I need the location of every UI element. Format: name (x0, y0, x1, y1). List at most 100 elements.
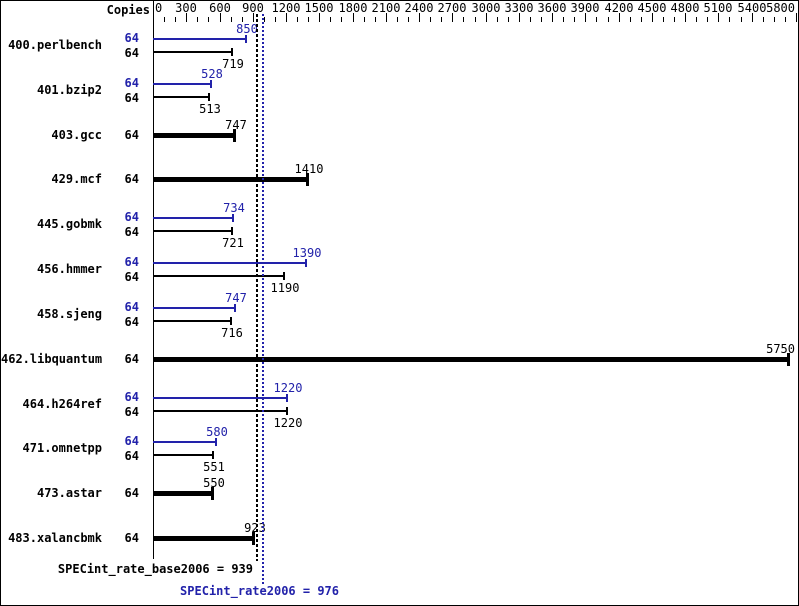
bar-start-bracket (153, 260, 154, 280)
base-bar (153, 320, 232, 322)
copies-value: 64 (124, 531, 139, 545)
base-bar (153, 133, 236, 138)
benchmark-name: 483.xalancbmk (8, 531, 102, 545)
axis-tick (752, 13, 753, 22)
axis-tick (375, 17, 376, 22)
bar-start-bracket (153, 215, 154, 235)
benchmark-name: 462.libquantum (1, 352, 103, 366)
base-bar (153, 454, 214, 456)
axis-tick (475, 17, 476, 22)
base-bar (153, 275, 285, 277)
peak-bar (153, 307, 236, 309)
axis-tick (585, 13, 586, 22)
axis-tick (696, 17, 697, 22)
axis-tick-label: 2700 (437, 1, 467, 15)
benchmark-name: 456.hmmer (36, 262, 102, 276)
base-summary-label: SPECint_rate_base2006 = 939 (57, 562, 253, 576)
axis-tick (186, 13, 187, 22)
axis-tick-label: 5800 (766, 1, 795, 15)
axis-tick (486, 13, 487, 22)
base-value-label: 1220 (273, 416, 303, 430)
axis-tick (663, 17, 664, 22)
axis-tick (718, 13, 719, 22)
bar-end-cap (230, 317, 232, 325)
axis-tick (208, 17, 209, 22)
axis-tick-label: 4800 (670, 1, 700, 15)
bar-end-cap (208, 93, 210, 101)
base-bar (153, 96, 210, 98)
axis-tick (519, 13, 520, 22)
base-value-label: 719 (222, 57, 244, 71)
base-value-label: 513 (199, 102, 221, 116)
base-value-label: 716 (221, 326, 243, 340)
peak-value-label: 747 (225, 291, 247, 305)
peak-value-label: 734 (223, 201, 245, 215)
axis-tick (220, 13, 221, 22)
axis-tick (796, 13, 797, 22)
bar-end-cap (305, 259, 307, 267)
bar-end-cap (306, 173, 309, 186)
axis-tick (153, 13, 154, 22)
axis-tick (419, 13, 420, 22)
axis-tick-label: 900 (242, 1, 264, 15)
axis-tick-label: 3000 (471, 1, 501, 15)
axis-tick (563, 17, 564, 22)
copies-value: 64 (124, 486, 139, 500)
axis-tick (264, 17, 265, 22)
bar-end-cap (215, 438, 217, 446)
axis-tick (430, 17, 431, 22)
axis-tick (774, 17, 775, 22)
copies-value: 64 (124, 46, 139, 60)
base-bar (153, 51, 233, 53)
axis-tick-label: 5400 (737, 1, 767, 15)
copies-value: 64 (124, 91, 139, 105)
axis-tick-label: 1200 (271, 1, 301, 15)
axis-tick (652, 13, 653, 22)
axis-tick (231, 17, 232, 22)
bar-end-cap (232, 214, 234, 222)
bar-end-cap (234, 304, 236, 312)
peak-bar (153, 441, 217, 443)
copies-value: 64 (124, 315, 139, 329)
base-value-label: 551 (203, 460, 225, 474)
axis-tick-label: 3600 (537, 1, 567, 15)
base-value-label: 5750 (766, 342, 795, 356)
bar-start-bracket (153, 81, 154, 101)
benchmark-name: 473.astar (36, 486, 102, 500)
axis-tick-label: 3300 (504, 1, 534, 15)
base-value-label: 1410 (294, 162, 324, 176)
axis-tick (164, 17, 165, 22)
peak-reference-line (262, 14, 264, 584)
axis-tick (441, 17, 442, 22)
axis-tick (341, 17, 342, 22)
axis-tick-label: 3900 (570, 1, 600, 15)
axis-tick-label: 4500 (637, 1, 667, 15)
copies-value: 64 (124, 31, 139, 45)
copies-value: 64 (124, 255, 139, 269)
axis-tick (197, 17, 198, 22)
bar-end-cap (283, 272, 285, 280)
base-reference-line (256, 14, 258, 561)
axis-tick (319, 13, 320, 22)
copies-value: 64 (124, 76, 139, 90)
base-bar (153, 410, 288, 412)
axis-tick-label: 1800 (338, 1, 368, 15)
peak-value-label: 1220 (273, 381, 303, 395)
copies-value: 64 (124, 405, 139, 419)
axis-tick (596, 17, 597, 22)
peak-bar (153, 262, 307, 264)
peak-value-label: 850 (236, 22, 258, 36)
axis-tick (408, 17, 409, 22)
copies-value: 64 (124, 434, 139, 448)
peak-value-label: 1390 (292, 246, 322, 260)
copies-value: 64 (124, 270, 139, 284)
axis-tick-label: 2100 (371, 1, 401, 15)
axis-tick (785, 17, 786, 22)
bar-end-cap (245, 35, 247, 43)
axis-tick (297, 17, 298, 22)
axis-tick (175, 17, 176, 22)
peak-summary-label: SPECint_rate2006 = 976 (180, 584, 339, 598)
axis-tick (530, 17, 531, 22)
